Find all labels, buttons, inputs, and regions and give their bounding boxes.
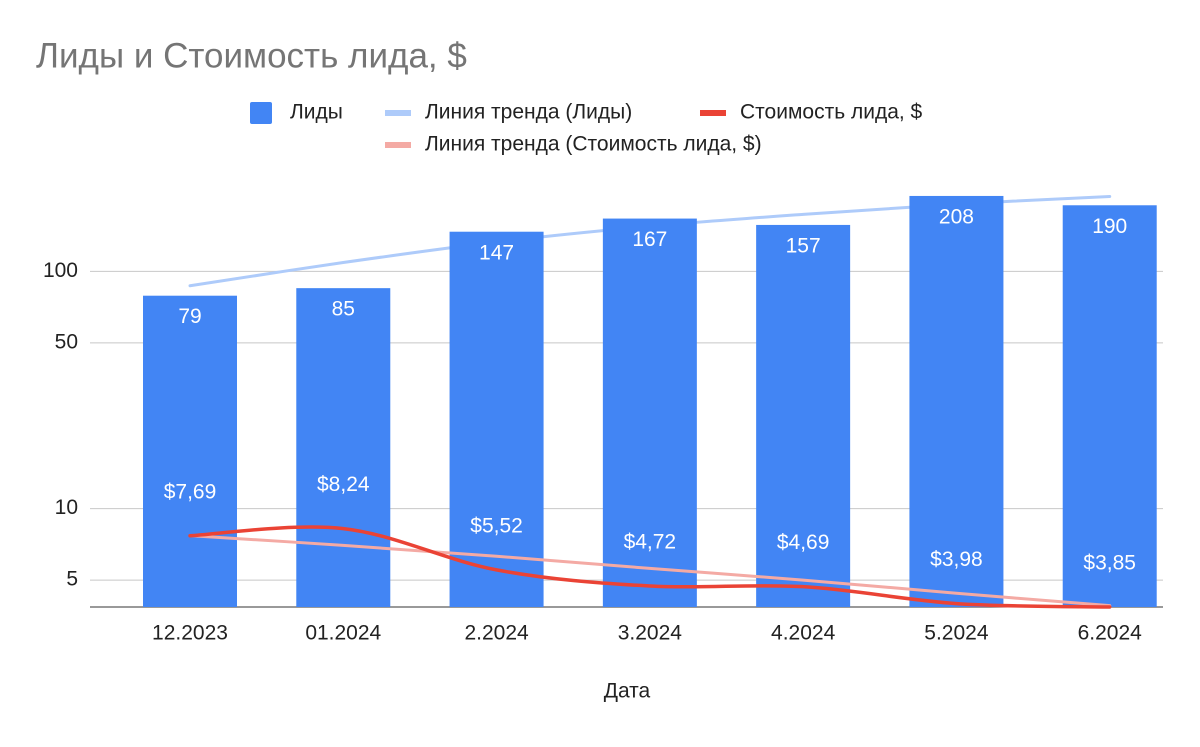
y-tick-label: 5 <box>66 568 78 591</box>
bar-value-label: 157 <box>786 234 821 257</box>
x-tick-label: 5.2024 <box>924 622 989 645</box>
legend-label: Линия тренда (Лиды) <box>425 101 632 124</box>
line-value-label: $4,72 <box>624 531 677 554</box>
line <box>188 525 1112 609</box>
bar-value-label: 85 <box>332 298 355 321</box>
line-value-label: $5,52 <box>470 514 523 537</box>
y-tick-label: 10 <box>55 496 78 519</box>
bar <box>449 231 544 607</box>
x-axis-title: Дата <box>604 680 651 703</box>
bar <box>756 224 851 608</box>
bar-value-label: 208 <box>939 205 974 228</box>
bar-value-label: 190 <box>1092 215 1127 238</box>
bar-value-label: 147 <box>479 241 514 264</box>
line-value-label: $3,85 <box>1083 552 1136 575</box>
x-tick-label: 2.2024 <box>464 622 529 645</box>
line-value-label: $3,98 <box>930 548 983 571</box>
line-value-label: $7,69 <box>164 480 217 503</box>
x-tick-label: 4.2024 <box>771 622 836 645</box>
legend-label: Лиды <box>290 101 343 124</box>
legend-swatch <box>250 102 272 124</box>
bar-value-label: 167 <box>632 228 667 251</box>
x-tick-label: 01.2024 <box>305 622 381 645</box>
bar <box>602 218 697 608</box>
y-tick-label: 100 <box>43 259 78 282</box>
line-value-label: $8,24 <box>317 473 370 496</box>
x-tick-label: 12.2023 <box>152 622 228 645</box>
trend-line <box>188 534 1112 608</box>
bar-value-label: 79 <box>178 305 201 328</box>
bar <box>143 295 237 607</box>
bar <box>296 288 391 607</box>
bar <box>909 195 1004 608</box>
legend-label: Линия тренда (Стоимость лида, $) <box>425 133 762 156</box>
legend-label: Стоимость лида, $ <box>740 101 923 124</box>
x-tick-label: 3.2024 <box>618 622 683 645</box>
x-tick-label: 6.2024 <box>1078 622 1143 645</box>
y-tick-label: 50 <box>55 330 78 353</box>
bar <box>1062 205 1157 607</box>
line-value-label: $4,69 <box>777 531 830 554</box>
chart-title: Лиды и Стоимость лида, $ <box>36 36 467 75</box>
